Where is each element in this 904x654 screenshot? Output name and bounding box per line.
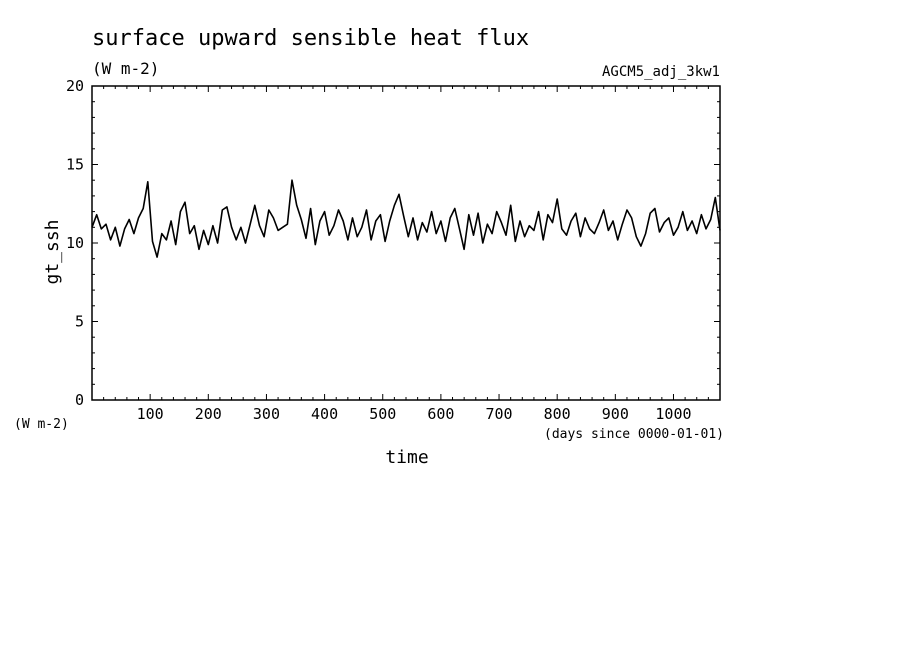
x-tick-label: 200 bbox=[195, 405, 222, 423]
x-tick-label: 900 bbox=[602, 405, 629, 423]
x-axis-label: time bbox=[385, 447, 428, 468]
y-tick-label: 5 bbox=[75, 313, 84, 331]
plot-frame bbox=[91, 85, 721, 401]
x-tick-label: 800 bbox=[544, 405, 571, 423]
y-axis-label: gt_ssh bbox=[42, 219, 63, 284]
chart-title: surface upward sensible heat flux bbox=[92, 26, 529, 51]
x-tick-label: 700 bbox=[485, 405, 512, 423]
series-line bbox=[91, 179, 721, 258]
y-tick-label: 0 bbox=[75, 391, 84, 409]
x-tick-label: 1000 bbox=[655, 405, 691, 423]
y-tick-label: 20 bbox=[66, 77, 84, 95]
axis-ticks bbox=[92, 85, 720, 401]
y-axis-units: (W m-2) bbox=[14, 417, 69, 432]
y-tick-label: 10 bbox=[66, 234, 84, 252]
x-tick-label: 400 bbox=[311, 405, 338, 423]
x-tick-label: 500 bbox=[369, 405, 396, 423]
y-tick-label: 15 bbox=[66, 156, 84, 174]
x-tick-label: 100 bbox=[137, 405, 164, 423]
tick-labels: 100 200 300 400 500 600 700 800 900 1000 0 5 10 15 20 bbox=[66, 77, 692, 423]
title-units: (W m-2) bbox=[92, 59, 159, 78]
run-label: AGCM5_adj_3kw1 bbox=[602, 64, 720, 80]
x-tick-label: 300 bbox=[253, 405, 280, 423]
x-tick-label: 600 bbox=[427, 405, 454, 423]
x-axis-units: (days since 0000-01-01) bbox=[544, 427, 724, 442]
